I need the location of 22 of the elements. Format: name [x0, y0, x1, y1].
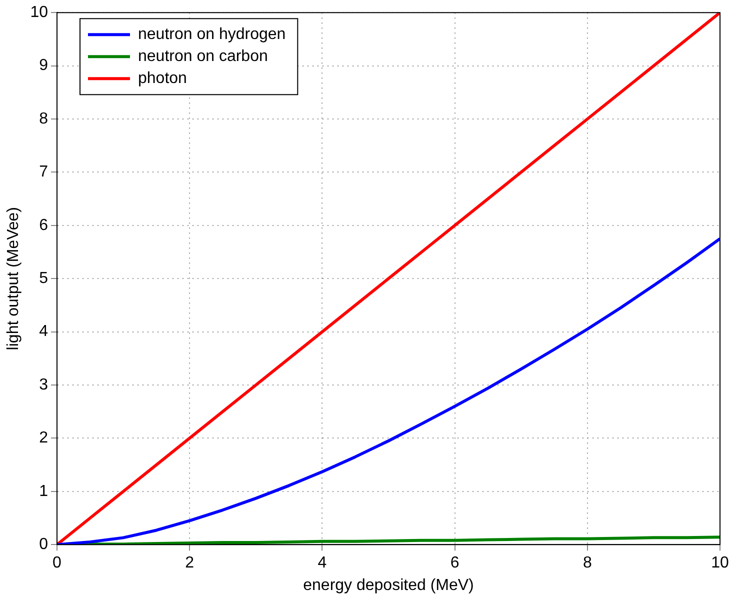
y-tick-label: 6 — [39, 216, 48, 234]
x-axis-title: energy deposited (MeV) — [303, 576, 474, 594]
legend-label: photon — [138, 70, 187, 88]
x-tick-label: 2 — [185, 554, 194, 572]
y-tick-label: 7 — [39, 164, 48, 181]
x-tick-label: 8 — [582, 554, 592, 572]
y-tick-label: 2 — [39, 430, 48, 447]
y-tick-label: 4 — [39, 323, 48, 340]
y-tick-label: 1 — [39, 482, 48, 500]
legend-label: neutron on carbon — [138, 48, 268, 66]
y-tick-label: 10 — [30, 4, 48, 22]
y-axis-title: light output (MeVee) — [5, 207, 22, 350]
x-tick-label: 6 — [450, 554, 460, 572]
x-tick-label: 4 — [318, 554, 327, 572]
y-tick-label: 8 — [39, 110, 48, 128]
y-tick-label: 5 — [39, 270, 48, 288]
x-tick-label: 10 — [711, 554, 729, 572]
y-tick-label: 3 — [39, 376, 48, 394]
y-tick-label: 0 — [39, 536, 48, 554]
legend-label: neutron on hydrogen — [138, 26, 286, 44]
y-tick-label: 9 — [39, 57, 48, 74]
x-tick-label: 0 — [52, 554, 62, 572]
